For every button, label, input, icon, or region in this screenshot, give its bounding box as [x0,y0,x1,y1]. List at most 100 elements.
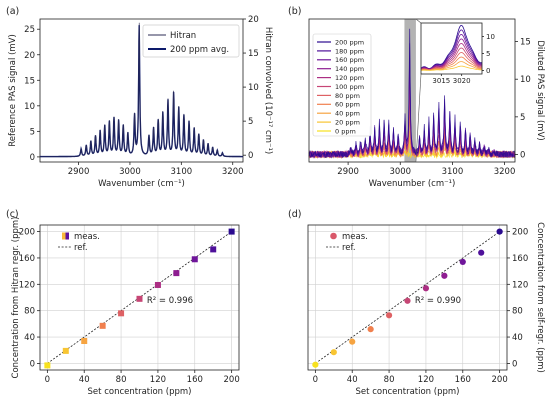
x-tick-label: 3100 [171,167,193,177]
legend-meas-swatch [65,232,69,240]
data-point [404,297,411,304]
y2-tick-label: 10 [248,83,259,93]
x-tick-label: 120 [418,375,434,385]
data-point [191,256,198,263]
data-point [330,349,337,356]
x-axis-label: Wavenumber (cm⁻¹) [98,179,185,189]
legend-label: 0 ppm [335,127,356,135]
y-tick-label: 5 [520,113,525,123]
y-tick-label: 160 [19,254,35,264]
data-point [228,228,235,235]
x-tick-label: 200 [492,375,508,385]
x-tick-label: 40 [79,375,90,385]
x-tick-label: 120 [150,375,166,385]
y-tick-label: 25 [24,25,35,35]
r-squared-annotation: R² = 0.996 [147,296,193,306]
panel-d: (d) 0 40 80 120 160 200 0 40 80 120 160 200 Set conce… [288,209,545,397]
x-tick-label: 40 [347,375,358,385]
y2-tick-label: 20 [248,15,259,25]
y-tick-label: 15 [24,76,35,86]
y2-tick-label: 5 [248,117,253,127]
series-hitran-line [40,22,243,158]
y-axis-label: Concentration from Hitran regr. (ppm) [11,217,21,379]
x-axis-label: Wavenumber (cm⁻¹) [369,179,456,189]
legend-hitran-label: Hitran [170,31,196,41]
inset-x-tick-label: 3020 [453,77,471,85]
data-point [312,361,319,368]
x-axis-label: Set concentration (ppm) [356,387,460,397]
inset-connector [415,73,422,163]
legend-label: 200 ppm [335,38,364,46]
data-point [136,295,143,302]
inset-series-line [420,65,482,71]
legend-ref-label: ref. [342,243,356,253]
legend-meas-label: meas. [74,232,100,242]
plot-frame [39,18,244,163]
legend-label: 120 ppm [335,74,364,82]
y2-tick-label: 15 [248,49,259,59]
panel-label: (d) [288,209,301,220]
legend-meas-swatch [62,232,66,240]
x-tick-label: 3200 [222,167,244,177]
x-axis-label: Set concentration (ppm) [88,387,192,397]
y-tick-label: 120 [512,280,528,290]
data-point [367,326,374,333]
y-tick-label: 5 [30,127,35,137]
reference-line [315,231,500,364]
y-tick-label: 20 [24,51,35,61]
legend-avg-label: 200 ppm avg. [170,45,229,55]
x-tick-label: 160 [187,375,203,385]
data-point [118,310,125,317]
plot-frame [308,18,516,163]
panel-label: (a) [6,6,19,17]
y-tick-label: 0 [30,153,35,163]
series-line [308,28,516,158]
x-tick-label: 80 [384,375,395,385]
y2-tick-label: 0 [248,151,253,161]
legend: meas.ref. [326,232,368,253]
legend-label: 80 ppm [335,92,360,100]
legend-label: 100 ppm [335,83,364,91]
legend: meas.ref. [58,232,100,253]
y-tick-label: 200 [512,228,528,238]
legend-label: 180 ppm [335,47,364,55]
legend-meas-label: meas. [342,232,368,242]
y-tick-label: 0 [512,359,517,369]
data-point [81,338,88,344]
inset-y-tick-label: 10 [486,33,495,41]
inset-x-tick-label: 3015 [432,77,450,85]
inset-y-tick-label: 5 [486,50,490,58]
inset: 3015 3020 0 5 10 [415,18,495,163]
panel-label: (c) [6,209,19,220]
x-tick-label: 3200 [494,167,516,177]
y-tick-label: 10 [520,75,531,85]
x-tick-label: 200 [224,375,240,385]
y-axis-label: Concentration from self-regr. (ppm) [535,222,545,373]
data-point [496,228,503,235]
inset-connector [415,18,422,24]
y-tick-label: 80 [512,307,523,317]
data-point [422,285,430,292]
legend-ref-label: ref. [74,243,88,253]
y2-axis-label: Hitran convolved (10⁻¹⁷ cm⁻¹) [263,27,273,154]
x-tick-label: 0 [45,375,50,385]
y-tick-label: 40 [24,333,35,343]
panel-b: (b) 2900 3000 3100 3200 0 5 10 15 Wavenumber (cm⁻… [288,6,545,189]
y-axis-label: Diluted PAS signal (mV) [535,40,545,140]
data-point [459,258,466,266]
inset-y-tick-label: 0 [486,67,490,75]
panel-c: (c) 0 40 80 120 160 200 0 40 80 120 160 200 Set conce… [6,209,240,397]
panel-label: (b) [288,6,301,17]
y-tick-label: 200 [19,228,35,238]
x-tick-label: 3000 [119,167,141,177]
x-tick-label: 2900 [68,167,90,177]
y-tick-label: 10 [24,102,35,112]
y-tick-label: 0 [520,150,525,160]
data-point [173,270,180,277]
y-axis-label: Reference PAS signal (mV) [8,34,18,147]
y-tick-label: 15 [520,38,531,48]
legend-label: 60 ppm [335,101,360,109]
legend-meas-swatch [330,232,337,240]
x-tick-label: 3100 [442,167,464,177]
